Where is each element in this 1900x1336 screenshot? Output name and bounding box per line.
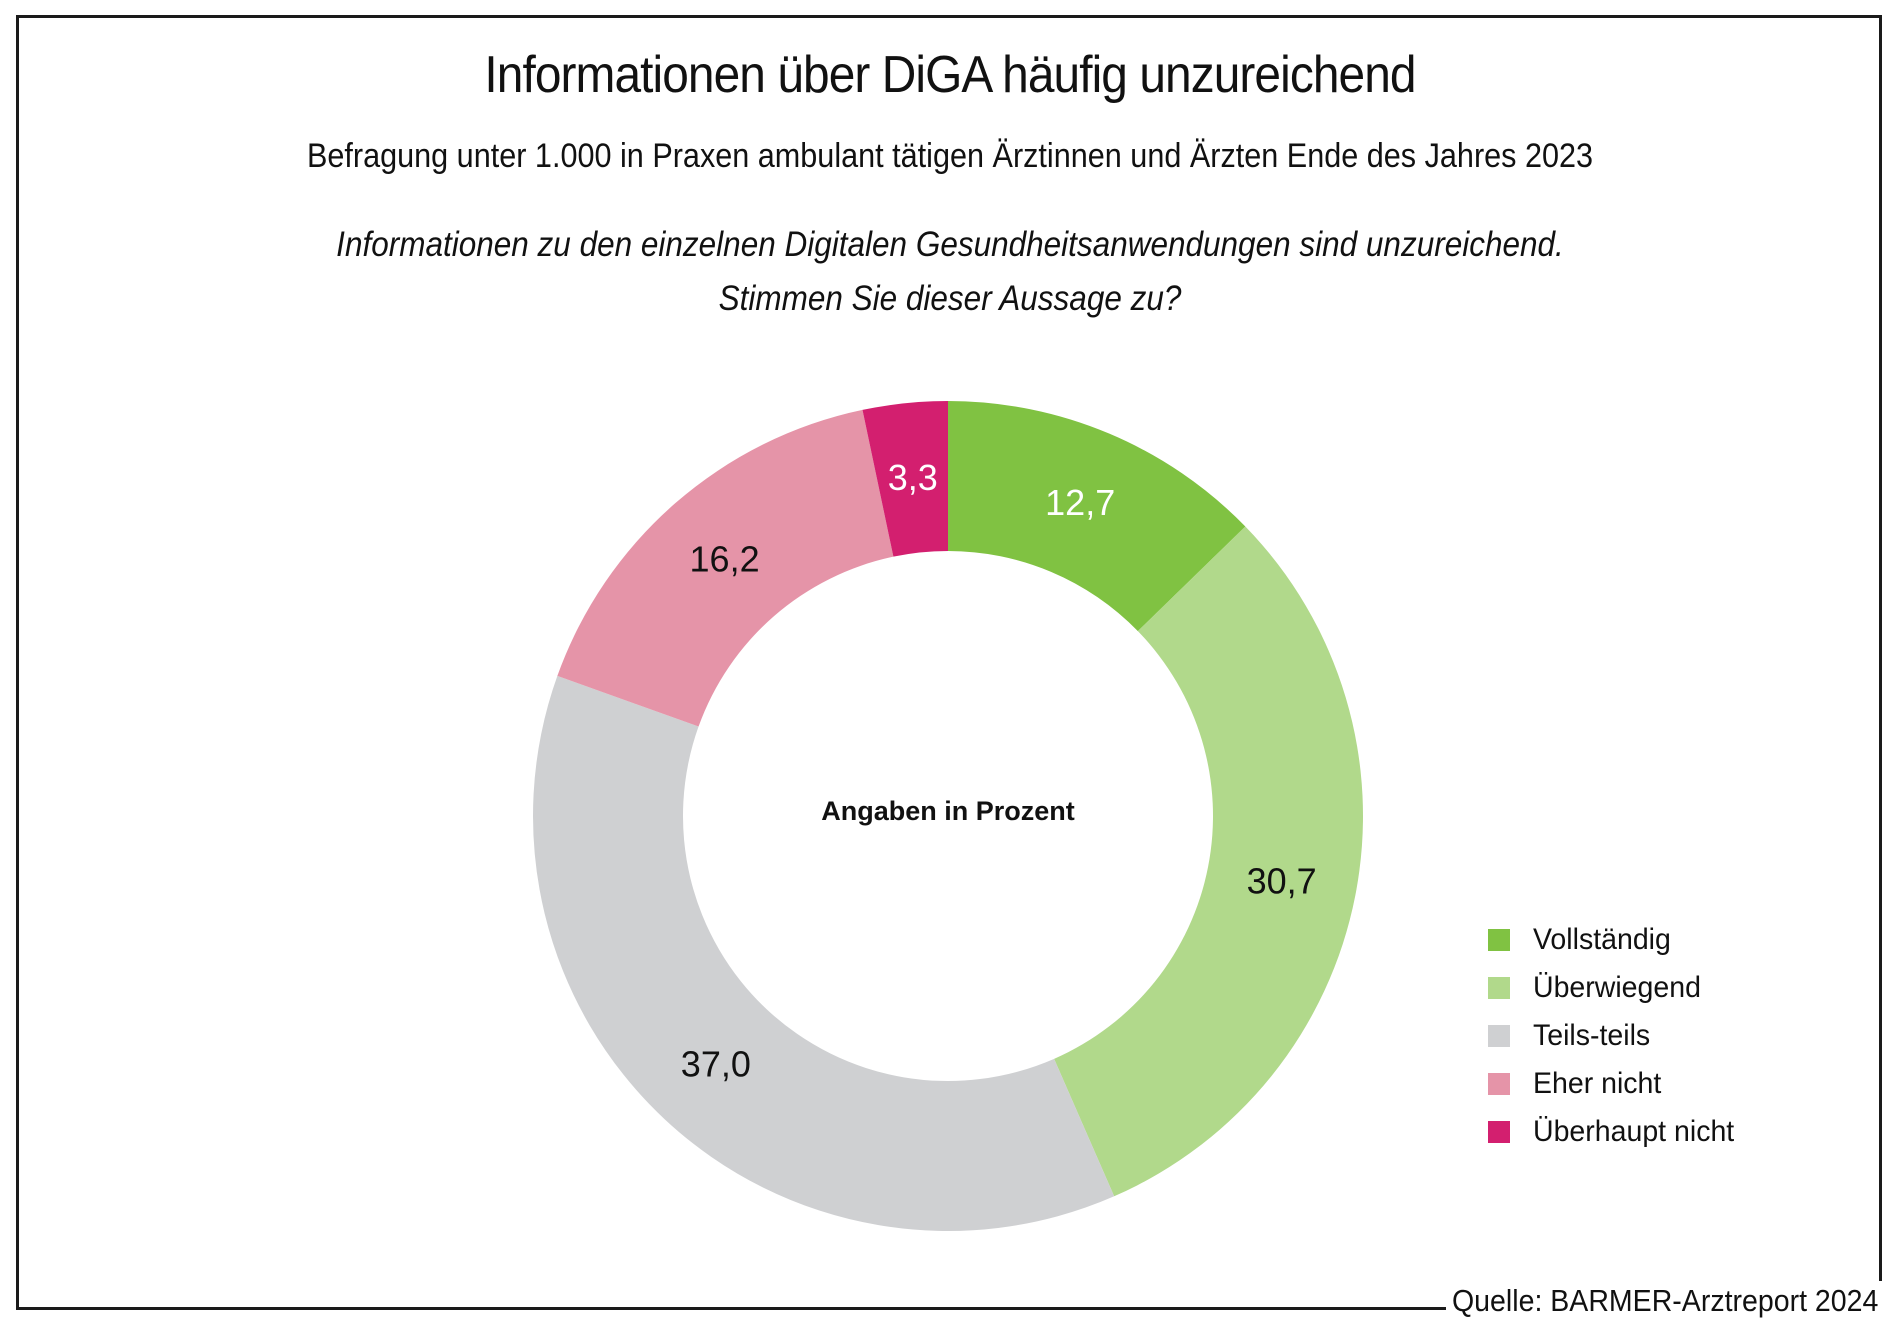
donut-slice-3 <box>533 675 1115 1231</box>
chart-subtitle: Befragung unter 1.000 in Praxen ambulant… <box>306 137 1594 175</box>
donut-slice-5 <box>862 401 948 557</box>
legend-swatch-icon <box>1488 1025 1510 1047</box>
legend-label: Teils-teils <box>1533 1019 1651 1052</box>
legend-item: Überwiegend <box>1488 964 1745 1012</box>
donut-slices <box>533 401 1363 1231</box>
legend-label: Überwiegend <box>1533 971 1701 1004</box>
legend: Vollständig Überwiegend Teils-teils Eher ni… <box>1488 916 1745 1156</box>
legend-swatch-icon <box>1488 977 1510 999</box>
legend-item: Vollständig <box>1488 916 1745 964</box>
donut-slice-2 <box>1054 526 1363 1197</box>
survey-question: Informationen zu den einzelnen Digitalen… <box>95 218 1805 326</box>
frame-border-bottom <box>16 1307 1446 1310</box>
legend-item: Teils-teils <box>1488 1012 1745 1060</box>
donut-value-labels: 12,7 30,7 37,0 16,2 3,3 <box>681 457 1317 1085</box>
value-label-5: 3,3 <box>888 457 938 498</box>
value-label-1: 12,7 <box>1045 482 1115 523</box>
chart-title: Informationen über DiGA häufig unzureich… <box>484 46 1416 104</box>
source-note: Quelle: BARMER-Arztreport 2024 <box>1452 1283 1879 1318</box>
value-label-3: 37,0 <box>681 1043 751 1084</box>
center-label: Angaben in Prozent <box>821 796 1075 826</box>
donut-slice-4 <box>557 409 894 727</box>
legend-item: Eher nicht <box>1488 1060 1745 1108</box>
legend-label: Überhaupt nicht <box>1533 1115 1735 1148</box>
legend-swatch-icon <box>1488 1073 1510 1095</box>
frame-border-left <box>16 15 19 1310</box>
legend-item: Überhaupt nicht <box>1488 1108 1745 1156</box>
legend-swatch-icon <box>1488 929 1510 951</box>
survey-question-line-2: Stimmen Sie dieser Aussage zu? <box>718 279 1182 318</box>
survey-question-line-1: Informationen zu den einzelnen Digitalen… <box>336 225 1564 264</box>
legend-label: Eher nicht <box>1533 1067 1662 1100</box>
legend-label: Vollständig <box>1533 923 1671 956</box>
frame-border-top <box>16 15 1882 18</box>
legend-swatch-icon <box>1488 1121 1510 1143</box>
value-label-2: 30,7 <box>1247 860 1317 901</box>
frame-border-right <box>1879 15 1882 1281</box>
donut-slice-1 <box>948 401 1246 632</box>
value-label-4: 16,2 <box>690 539 760 580</box>
